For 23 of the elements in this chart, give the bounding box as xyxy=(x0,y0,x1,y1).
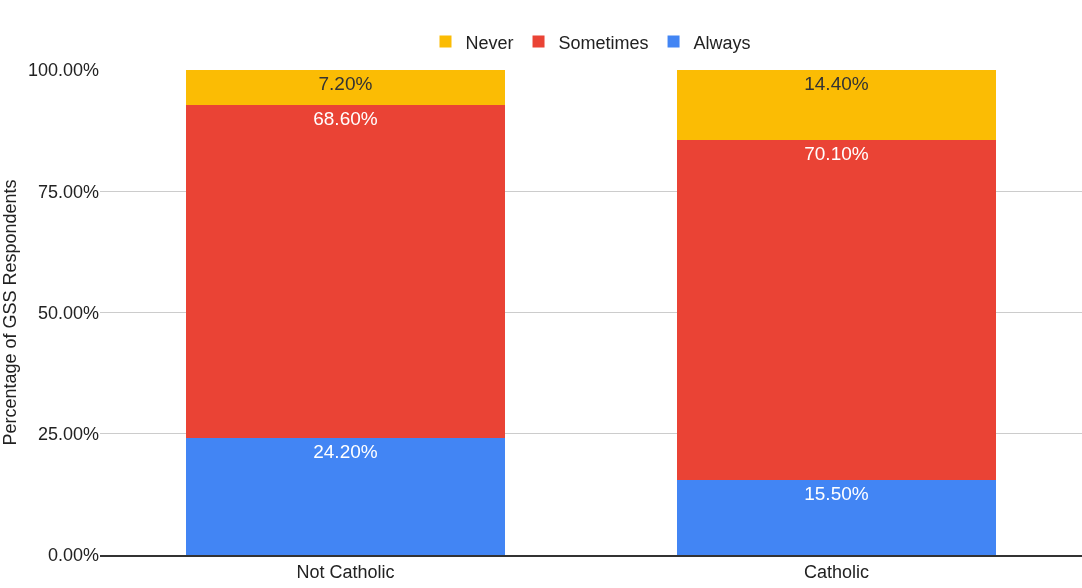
y-tick-label: 50.00% xyxy=(37,302,99,323)
data-label: 70.10% xyxy=(804,142,869,164)
data-label: 68.60% xyxy=(313,107,378,129)
legend-label: Never xyxy=(465,32,514,53)
legend-label: Always xyxy=(693,32,751,53)
bar xyxy=(676,139,997,480)
y-axis-title: Percentage of GSS Respondents xyxy=(0,179,20,446)
bar xyxy=(185,437,506,555)
legend-label: Sometimes xyxy=(558,32,649,53)
x-tick-label: Catholic xyxy=(803,562,870,583)
data-label: 7.20% xyxy=(318,73,373,94)
data-label: 24.20% xyxy=(313,440,378,462)
y-tick-label: 25.00% xyxy=(37,424,99,445)
bar xyxy=(676,70,997,140)
bar xyxy=(185,70,506,105)
data-label: 14.40% xyxy=(804,73,869,94)
y-tick-label: 75.00% xyxy=(37,181,99,202)
bar xyxy=(676,479,997,555)
data-label: 15.50% xyxy=(804,482,869,504)
y-tick-label: 0.00% xyxy=(47,545,99,566)
bar xyxy=(185,104,506,438)
x-tick-label: Not Catholic xyxy=(296,562,395,583)
y-tick-label: 100.00% xyxy=(27,60,99,81)
